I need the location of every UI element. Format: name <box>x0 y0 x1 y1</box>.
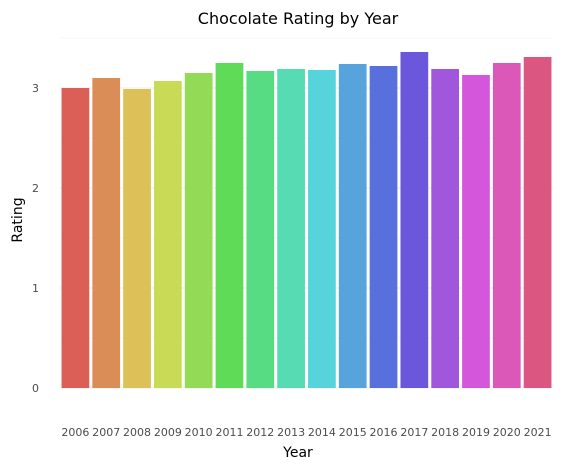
x-tick-label: 2010 <box>185 426 213 439</box>
x-tick-label: 2021 <box>524 426 552 439</box>
x-tick-label: 2013 <box>277 426 305 439</box>
x-tick-label: 2019 <box>462 426 490 439</box>
bar-2017 <box>400 52 429 388</box>
bar-2020 <box>492 63 521 388</box>
bar-2010 <box>184 73 213 388</box>
bar-2015 <box>338 64 367 388</box>
bar-2009 <box>153 81 182 388</box>
bar-2013 <box>277 69 305 388</box>
y-tick-label: 3 <box>32 82 39 95</box>
x-tick-label: 2017 <box>400 426 428 439</box>
x-axis-ticks: 2006 2007 2008 2009 2010 2011 2012 2013 2014 2015… <box>61 426 551 439</box>
bar-2019 <box>462 75 490 388</box>
bar-2016 <box>369 66 398 388</box>
bar-2006 <box>61 88 90 388</box>
bar-2008 <box>123 89 151 388</box>
bar-2011 <box>215 63 244 388</box>
bar-2021 <box>523 57 552 388</box>
x-tick-label: 2008 <box>123 426 151 439</box>
x-tick-label: 2012 <box>246 426 274 439</box>
x-tick-label: 2011 <box>215 426 243 439</box>
bar-2007 <box>92 78 121 388</box>
chart-title: Chocolate Rating by Year <box>198 9 399 28</box>
bar-2012 <box>246 71 275 388</box>
x-tick-label: 2014 <box>308 426 336 439</box>
y-tick-label: 2 <box>32 182 39 195</box>
bar-2018 <box>431 69 460 388</box>
y-axis-ticks: 0 1 2 3 <box>32 82 39 395</box>
x-tick-label: 2007 <box>92 426 120 439</box>
x-tick-label: 2009 <box>154 426 182 439</box>
x-axis-title: Year <box>282 445 313 461</box>
x-tick-label: 2020 <box>493 426 521 439</box>
x-tick-label: 2015 <box>339 426 367 439</box>
y-tick-label: 1 <box>32 282 39 295</box>
x-tick-label: 2016 <box>370 426 398 439</box>
y-axis-title: Rating <box>10 197 26 242</box>
y-tick-label: 0 <box>32 382 39 395</box>
bar-2014 <box>308 70 336 388</box>
x-tick-label: 2018 <box>431 426 459 439</box>
x-tick-label: 2006 <box>61 426 89 439</box>
bars <box>61 52 552 388</box>
